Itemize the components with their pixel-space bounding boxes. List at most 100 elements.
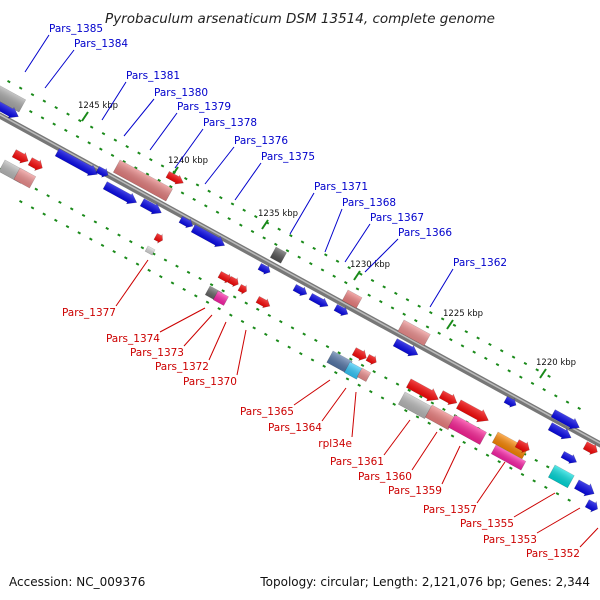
gene-feature[interactable]: [341, 289, 363, 309]
gene-feature[interactable]: [343, 361, 363, 380]
gene-label[interactable]: Pars_1376: [234, 135, 288, 147]
gene-feature[interactable]: [438, 389, 460, 408]
tick-dot: [511, 355, 516, 359]
gene-feature[interactable]: [584, 498, 600, 514]
gene-feature[interactable]: [455, 398, 492, 427]
gene-feature[interactable]: [269, 246, 287, 264]
gene-feature[interactable]: [227, 275, 241, 289]
gene-label[interactable]: Pars_1357: [423, 504, 477, 516]
gene-feature[interactable]: [547, 464, 575, 489]
tick-dot: [439, 427, 443, 432]
tick-dot: [464, 330, 469, 334]
gene-feature[interactable]: [292, 283, 309, 298]
gene-label[interactable]: Pars_1384: [74, 38, 128, 50]
gene-feature[interactable]: [27, 156, 45, 173]
gene-feature[interactable]: [190, 223, 227, 251]
gene-label[interactable]: Pars_1368: [342, 197, 396, 209]
gene-feature[interactable]: [11, 148, 31, 166]
genome-summary-text: Topology: circular; Length: 2,121,076 bp…: [259, 575, 590, 589]
tick-dot: [100, 243, 105, 247]
gene-label[interactable]: Pars_1367: [370, 212, 424, 224]
gene-feature[interactable]: [514, 438, 532, 455]
gene-label[interactable]: Pars_1366: [398, 227, 452, 239]
gene-feature[interactable]: [255, 295, 272, 310]
gene-feature[interactable]: [333, 303, 350, 318]
gene-feature[interactable]: [491, 431, 529, 460]
gene-feature[interactable]: [308, 292, 330, 310]
tick-dot: [312, 246, 316, 251]
scale-ticks: 1245 kbp 1240 kbp 1235 kbp 1230 kbp 1225 kbp…: [0, 80, 581, 502]
gene-feature[interactable]: [550, 408, 582, 433]
gene-feature[interactable]: [153, 232, 165, 245]
tick-dot: [519, 375, 523, 379]
gene-feature[interactable]: [560, 450, 579, 466]
gene-label[interactable]: Pars_1361: [330, 456, 384, 468]
gene-feature[interactable]: [365, 353, 379, 367]
gene-label[interactable]: Pars_1352: [526, 548, 580, 560]
gene-label[interactable]: Pars_1377: [62, 307, 116, 319]
tick-dot: [395, 382, 400, 386]
gene-label[interactable]: Pars_1370: [183, 376, 237, 388]
gene-feature[interactable]: [397, 319, 431, 347]
gene-label[interactable]: Pars_1365: [240, 406, 294, 418]
tick-dot: [507, 369, 511, 373]
scale-tick-mark: [446, 319, 454, 330]
gene-label[interactable]: Pars_1359: [388, 485, 442, 497]
gene-feature[interactable]: [212, 290, 229, 306]
gene-label[interactable]: Pars_1364: [268, 422, 322, 434]
gene-feature[interactable]: [405, 377, 442, 406]
gene-label[interactable]: Pars_1385: [49, 23, 103, 35]
gene-label[interactable]: Pars_1373: [130, 347, 184, 359]
gene-feature[interactable]: [351, 346, 369, 363]
gene-label[interactable]: Pars_1371: [314, 181, 368, 193]
tick-dot: [407, 388, 411, 392]
tick-dot: [357, 383, 361, 387]
gene-label[interactable]: Pars_1355: [460, 518, 514, 530]
gene-feature[interactable]: [144, 245, 156, 256]
gene-feature[interactable]: [0, 97, 21, 122]
gene-label[interactable]: Pars_1378: [203, 117, 257, 129]
tick-dot: [390, 306, 395, 310]
gene-label[interactable]: Pars_1353: [483, 534, 537, 546]
gene-feature[interactable]: [237, 283, 249, 296]
tick-dot: [157, 178, 161, 182]
tick-dot: [217, 307, 221, 311]
gene-feature[interactable]: [356, 367, 372, 382]
gene-label[interactable]: Pars_1374: [106, 333, 160, 345]
tick-dot: [437, 331, 441, 335]
gene-feature[interactable]: [257, 262, 272, 277]
gene-label[interactable]: Pars_1362: [453, 257, 507, 269]
gene-feature[interactable]: [95, 165, 110, 180]
gene-feature[interactable]: [547, 421, 574, 443]
gene-label[interactable]: rpl34e: [318, 438, 352, 450]
gene-label[interactable]: Pars_1360: [358, 471, 412, 483]
gene-feature[interactable]: [0, 82, 27, 113]
gene-feature[interactable]: [102, 180, 139, 208]
gene-label[interactable]: Pars_1372: [155, 361, 209, 373]
tick-dot: [405, 298, 410, 302]
gene-label[interactable]: Pars_1375: [261, 151, 315, 163]
gene-label[interactable]: Pars_1379: [177, 101, 231, 113]
gene-feature[interactable]: [490, 444, 527, 471]
tick-dot: [66, 112, 70, 116]
gene-feature[interactable]: [424, 404, 456, 431]
gene-feature[interactable]: [503, 395, 518, 410]
gene-label-leader: [24, 34, 50, 73]
gene-feature[interactable]: [112, 159, 173, 202]
gene-feature[interactable]: [13, 167, 37, 189]
tick-dot: [140, 246, 145, 250]
gene-feature[interactable]: [392, 337, 421, 360]
gene-feature[interactable]: [447, 414, 487, 445]
tick-dot: [105, 226, 109, 231]
tick-dot: [279, 319, 283, 324]
gene-feature[interactable]: [582, 440, 600, 457]
gene-label[interactable]: Pars_1380: [154, 87, 208, 99]
gene-feature[interactable]: [139, 197, 164, 218]
gene-label[interactable]: Pars_1381: [126, 70, 180, 82]
tick-dot: [34, 187, 39, 191]
gene-feature[interactable]: [165, 170, 186, 187]
tick-dot: [314, 338, 318, 342]
gene-feature[interactable]: [54, 147, 100, 180]
gene-feature[interactable]: [178, 215, 195, 230]
gene-feature[interactable]: [573, 478, 597, 500]
